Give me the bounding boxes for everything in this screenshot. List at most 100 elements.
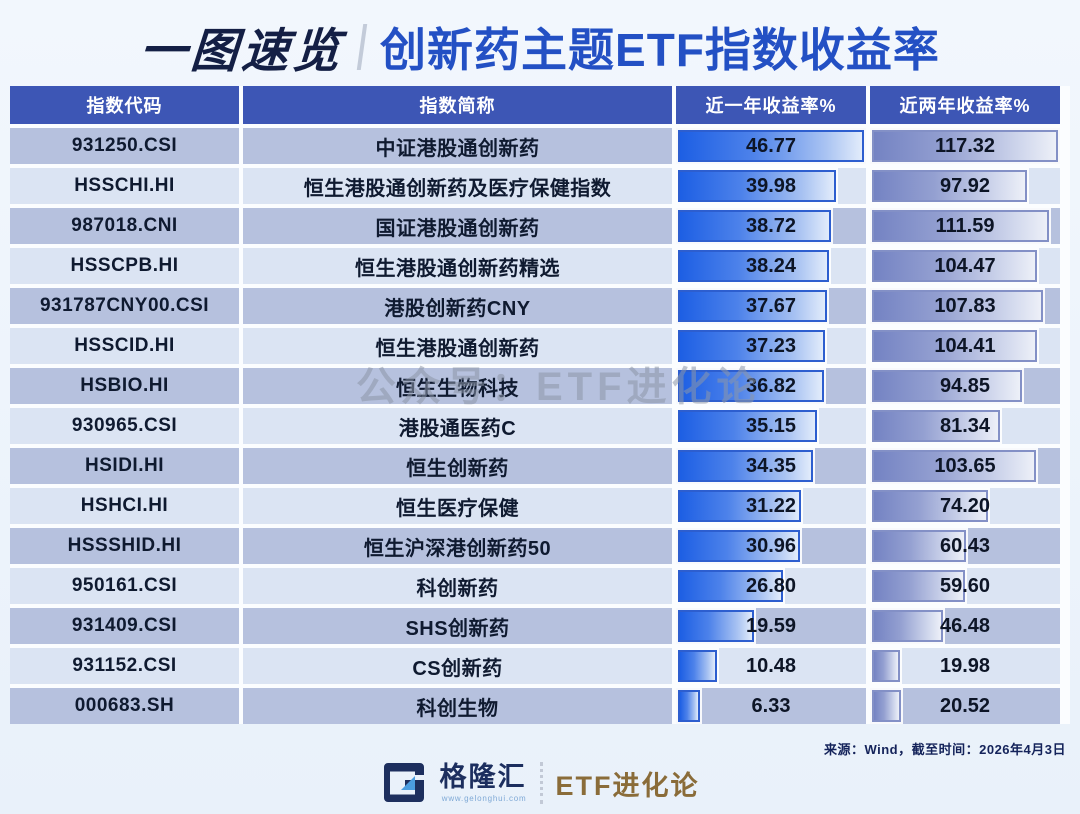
two-year-cell: 81.34 <box>870 408 1060 444</box>
one-year-value: 38.24 <box>745 254 797 277</box>
two-year-cell: 19.98 <box>870 648 1060 684</box>
index-name: 港股创新药CNY <box>243 288 672 324</box>
one-year-cell: 6.33 <box>676 688 866 724</box>
one-year-value: 38.72 <box>745 214 797 237</box>
one-year-cell: 31.22 <box>676 488 866 524</box>
two-year-value: 103.65 <box>934 454 996 477</box>
index-name: 科创生物 <box>243 688 672 724</box>
index-code: HSSCID.HI <box>10 328 239 364</box>
index-name: CS创新药 <box>243 648 672 684</box>
two-year-cell: 103.65 <box>870 448 1060 484</box>
one-year-cell: 37.67 <box>676 288 866 324</box>
one-year-value: 31.22 <box>745 494 797 517</box>
index-code: HSSSHID.HI <box>10 528 239 564</box>
one-year-value: 39.98 <box>745 174 797 197</box>
two-year-value: 60.43 <box>939 534 991 557</box>
one-year-cell: 30.96 <box>676 528 866 564</box>
two-year-cell: 94.85 <box>870 368 1060 404</box>
two-year-bar <box>872 370 1022 402</box>
index-name: 恒生医疗保健 <box>243 488 672 524</box>
index-name: 中证港股通创新药 <box>243 128 672 164</box>
one-year-cell: 38.72 <box>676 208 866 244</box>
two-year-cell: 59.60 <box>870 568 1060 604</box>
two-year-value: 97.92 <box>939 174 991 197</box>
one-year-bar <box>678 650 717 682</box>
index-name: SHS创新药 <box>243 608 672 644</box>
two-year-bar <box>872 450 1036 482</box>
two-year-bar <box>872 690 902 722</box>
one-year-cell: 46.77 <box>676 128 866 164</box>
two-year-cell: 111.59 <box>870 208 1060 244</box>
two-year-bar <box>872 170 1027 202</box>
index-code: 000683.SH <box>10 688 239 724</box>
table-row: 000683.SH 科创生物 6.33 20.52 <box>10 688 1070 724</box>
one-year-value: 37.23 <box>745 334 797 357</box>
one-year-bar <box>678 250 830 282</box>
two-year-cell: 117.32 <box>870 128 1060 164</box>
two-year-cell: 46.48 <box>870 608 1060 644</box>
one-year-value: 46.77 <box>745 134 797 157</box>
one-year-value: 6.33 <box>751 694 791 717</box>
table-row: 931787CNY00.CSI 港股创新药CNY 37.67 107.83 <box>10 288 1070 324</box>
title-brand: 一图速览 <box>137 24 346 77</box>
table-row: 950161.CSI 科创新药 26.80 59.60 <box>10 568 1070 604</box>
one-year-cell: 26.80 <box>676 568 866 604</box>
gelonghui-logo-icon <box>383 763 424 802</box>
index-code: HSBIO.HI <box>10 368 239 404</box>
one-year-cell: 37.23 <box>676 328 866 364</box>
table-row: HSSCPB.HI 恒生港股通创新药精选 38.24 104.47 <box>10 248 1070 284</box>
one-year-cell: 38.24 <box>676 248 866 284</box>
one-year-bar <box>678 330 826 362</box>
one-year-bar <box>678 170 837 202</box>
two-year-bar <box>872 570 965 602</box>
index-code: 950161.CSI <box>10 568 239 604</box>
two-year-bar <box>872 490 989 522</box>
one-year-bar <box>678 610 754 642</box>
index-code: 931787CNY00.CSI <box>10 288 239 324</box>
table-body: 931250.CSI 中证港股通创新药 46.77 117.32 HSSCHI.… <box>10 128 1070 724</box>
index-code: 987018.CNI <box>10 208 239 244</box>
table-row: 987018.CNI 国证港股通创新药 38.72 111.59 <box>10 208 1070 244</box>
two-year-bar <box>872 210 1049 242</box>
brand-url: www.gelonghui.com <box>441 793 527 803</box>
table-row: HSIDI.HI 恒生创新药 34.35 103.65 <box>10 448 1070 484</box>
source-note: 来源：Wind，截至时间：2026年4月3日 <box>823 742 1066 757</box>
header-index-name: 指数简称 <box>243 86 672 124</box>
two-year-bar <box>872 250 1038 282</box>
index-code: 930965.CSI <box>10 408 239 444</box>
table-row: HSBIO.HI 恒生生物科技 36.82 94.85 <box>10 368 1070 404</box>
two-year-value: 59.60 <box>939 574 991 597</box>
one-year-value: 26.80 <box>745 574 797 597</box>
table-row: HSHCI.HI 恒生医疗保健 31.22 74.20 <box>10 488 1070 524</box>
one-year-value: 19.59 <box>745 614 797 637</box>
index-code: 931250.CSI <box>10 128 239 164</box>
etf-returns-table: 指数代码 指数简称 近一年收益率% 近两年收益率% 931250.CSI 中证港… <box>10 86 1070 724</box>
two-year-value: 111.59 <box>935 214 995 237</box>
two-year-bar <box>872 530 966 562</box>
brand-name: 格隆汇 <box>439 761 527 792</box>
index-name: 科创新药 <box>243 568 672 604</box>
logo-divider <box>539 762 543 804</box>
table-row: HSSCHI.HI 恒生港股通创新药及医疗保健指数 39.98 97.92 <box>10 168 1070 204</box>
two-year-cell: 104.47 <box>870 248 1060 284</box>
index-code: 931409.CSI <box>10 608 239 644</box>
index-code: HSSCHI.HI <box>10 168 239 204</box>
header-two-year-return: 近两年收益率% <box>870 86 1060 124</box>
table-row: 931152.CSI CS创新药 10.48 19.98 <box>10 648 1070 684</box>
one-year-cell: 19.59 <box>676 608 866 644</box>
index-name: 国证港股通创新药 <box>243 208 672 244</box>
one-year-bar <box>678 690 700 722</box>
index-name: 恒生港股通创新药精选 <box>243 248 672 284</box>
two-year-value: 107.83 <box>934 294 996 317</box>
index-code: HSSCPB.HI <box>10 248 239 284</box>
one-year-cell: 35.15 <box>676 408 866 444</box>
two-year-value: 94.85 <box>939 374 991 397</box>
one-year-cell: 10.48 <box>676 648 866 684</box>
two-year-cell: 74.20 <box>870 488 1060 524</box>
two-year-cell: 20.52 <box>870 688 1060 724</box>
one-year-cell: 39.98 <box>676 168 866 204</box>
two-year-bar <box>872 290 1043 322</box>
two-year-bar <box>872 130 1058 162</box>
two-year-value: 104.41 <box>934 334 996 357</box>
index-name: 恒生创新药 <box>243 448 672 484</box>
